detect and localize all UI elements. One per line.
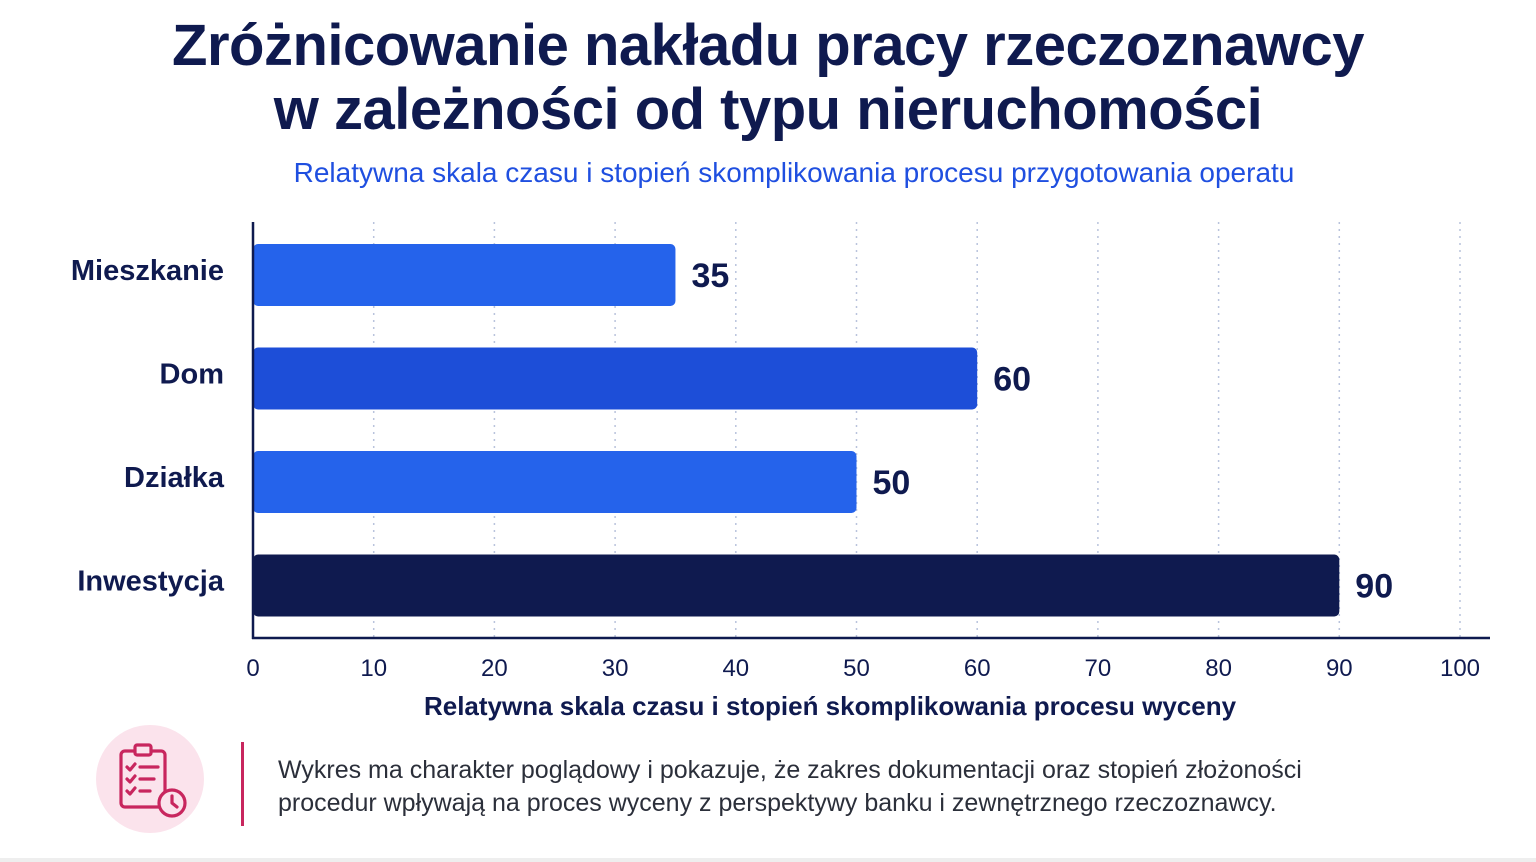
x-tick-label-10: 10: [360, 655, 387, 682]
x-tick-label-100: 100: [1440, 655, 1480, 682]
footnote-line-2: procedur wpływają na proces wyceny z per…: [278, 789, 1277, 817]
bottom-rule: [0, 858, 1536, 862]
data-label-inwestycja: 90: [1355, 568, 1393, 606]
x-tick-label-60: 60: [964, 655, 991, 682]
chart-title-line-2: w zależności od typu nieruchomości: [273, 77, 1263, 142]
category-label-mieszkanie: Mieszkanie: [71, 255, 224, 287]
bar-inwestycja: [253, 554, 1340, 617]
data-label-działka: 50: [873, 464, 911, 502]
bar-mieszkanie: [253, 244, 676, 306]
data-label-mieszkanie: 35: [691, 257, 729, 295]
x-tick-label-30: 30: [602, 655, 629, 682]
x-tick-label-40: 40: [722, 655, 749, 682]
category-label-inwestycja: Inwestycja: [77, 566, 225, 598]
x-tick-label-80: 80: [1205, 655, 1232, 682]
clipboard-clock-icon: [96, 725, 204, 833]
x-tick-label-20: 20: [481, 655, 508, 682]
data-label-dom: 60: [993, 361, 1031, 399]
x-tick-label-0: 0: [246, 655, 259, 682]
bar-dom: [253, 347, 978, 410]
footnote-line-1: Wykres ma charakter poglądowy i pokazuje…: [278, 756, 1302, 784]
x-tick-label-70: 70: [1085, 655, 1112, 682]
x-tick-label-90: 90: [1326, 655, 1353, 682]
x-tick-label-50: 50: [843, 655, 870, 682]
chart-title: Zróżnicowanie nakładu pracy rzeczoznawcy…: [0, 14, 1536, 142]
chart-subtitle: Relatywna skala czasu i stopień skomplik…: [293, 157, 1295, 188]
bar-działka: [253, 451, 857, 513]
bar-chart: 35 Mieszkanie 60 Dom 50 Działka 90 Inwestycja 0 1…: [71, 222, 1490, 721]
chart-title-line-1: Zróżnicowanie nakładu pracy rzeczoznawcy: [172, 13, 1364, 78]
footnote-divider: [241, 742, 244, 826]
x-axis-title: Relatywna skala czasu i stopień skomplik…: [424, 691, 1237, 721]
footnote-text: Wykres ma charakter poglądowy i pokazuje…: [278, 754, 1478, 820]
category-label-działka: Działka: [124, 462, 225, 494]
category-label-dom: Dom: [160, 359, 224, 391]
